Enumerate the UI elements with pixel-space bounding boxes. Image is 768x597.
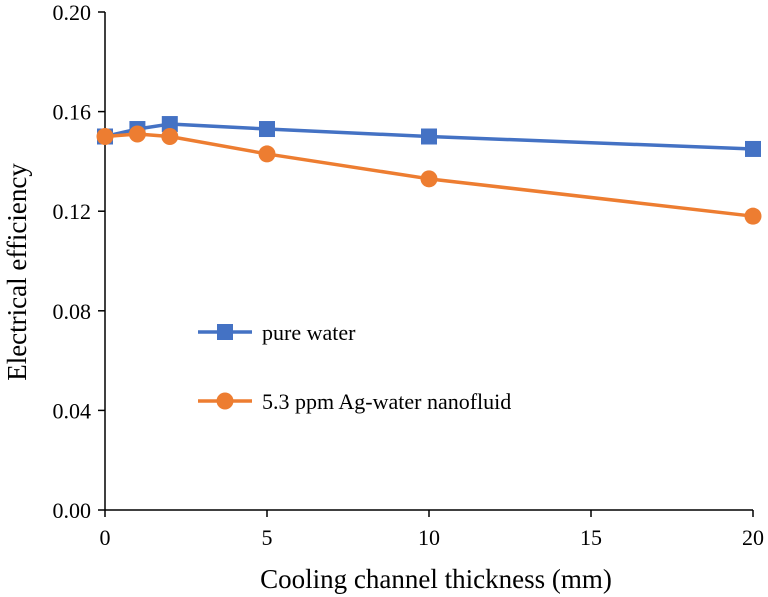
y-tick-label: 0.12 bbox=[53, 199, 92, 224]
data-point bbox=[161, 116, 178, 133]
y-tick-label: 0.16 bbox=[53, 100, 92, 125]
data-point bbox=[744, 207, 762, 225]
data-point bbox=[421, 128, 437, 145]
data-point bbox=[96, 128, 114, 145]
data-point bbox=[745, 140, 761, 157]
data-point bbox=[420, 170, 438, 188]
y-tick-label: 0.20 bbox=[53, 0, 92, 25]
legend-marker bbox=[217, 324, 233, 340]
y-axis-title: Electrical efficiency bbox=[2, 163, 32, 381]
legend: pure water 5.3 ppm Ag-water nanofluid bbox=[198, 320, 511, 414]
y-tick-label: 0.00 bbox=[53, 498, 92, 523]
data-point bbox=[128, 125, 146, 143]
y-tick-label: 0.04 bbox=[53, 398, 92, 423]
legend-label: 5.3 ppm Ag-water nanofluid bbox=[262, 389, 511, 414]
data-point bbox=[161, 128, 179, 145]
series-layer bbox=[96, 116, 762, 225]
axes bbox=[104, 12, 753, 511]
data-point bbox=[259, 121, 275, 138]
legend-label: pure water bbox=[262, 320, 356, 345]
series-2 bbox=[96, 125, 762, 225]
x-tick-label: 0 bbox=[100, 525, 111, 550]
legend-item-1: pure water bbox=[198, 320, 356, 345]
x-tick-label: 15 bbox=[580, 525, 602, 550]
x-axis-title: Cooling channel thickness (mm) bbox=[260, 564, 612, 594]
x-tick-label: 20 bbox=[742, 525, 764, 550]
data-point bbox=[258, 145, 276, 163]
legend-item-2: 5.3 ppm Ag-water nanofluid bbox=[198, 389, 511, 414]
x-tick-label: 10 bbox=[418, 525, 440, 550]
x-axis-ticks: 0 5 10 15 20 bbox=[100, 510, 764, 550]
legend-marker bbox=[216, 392, 234, 410]
series-1 bbox=[97, 116, 761, 157]
x-tick-label: 5 bbox=[262, 525, 273, 550]
y-axis-ticks: 0.00 0.04 0.08 0.12 0.16 0.20 bbox=[53, 0, 105, 523]
y-tick-label: 0.08 bbox=[53, 299, 92, 324]
